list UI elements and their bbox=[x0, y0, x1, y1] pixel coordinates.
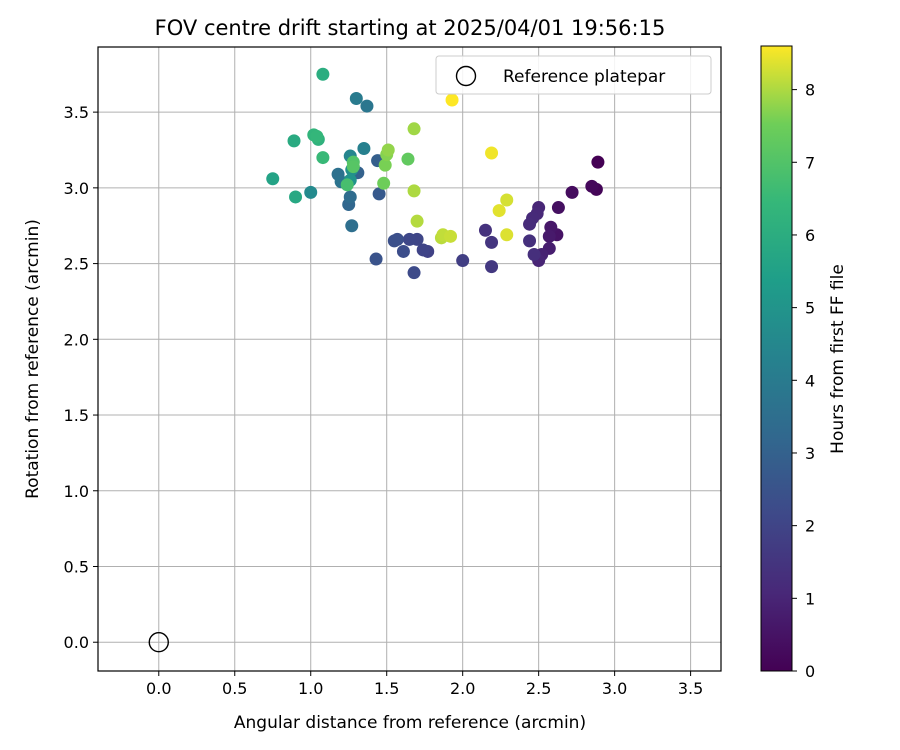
data-point bbox=[485, 235, 499, 249]
data-point bbox=[523, 234, 537, 248]
reference-point-marker bbox=[148, 632, 169, 653]
legend-box bbox=[435, 55, 712, 95]
grid bbox=[98, 47, 721, 671]
legend-reference-label: Reference platepar bbox=[503, 67, 665, 87]
data-point bbox=[343, 190, 357, 204]
y-tick-label: 1.5 bbox=[64, 406, 89, 425]
data-point bbox=[346, 160, 360, 174]
data-point bbox=[304, 185, 318, 199]
data-point bbox=[478, 223, 492, 237]
colorbar-gradient bbox=[760, 45, 793, 672]
data-point bbox=[287, 134, 301, 148]
data-point bbox=[349, 91, 363, 105]
colorbar-tick-label: 3 bbox=[805, 444, 815, 463]
data-point bbox=[357, 141, 371, 155]
x-tick-label: 0.0 bbox=[146, 679, 171, 698]
data-point bbox=[551, 201, 565, 215]
data-point bbox=[565, 185, 579, 199]
data-point bbox=[340, 178, 354, 192]
y-tick-label: 0.0 bbox=[64, 633, 89, 652]
data-point bbox=[396, 244, 410, 258]
data-point bbox=[445, 93, 459, 107]
data-point bbox=[316, 151, 330, 165]
data-point bbox=[485, 146, 499, 160]
chart-title: FOV centre drift starting at 2025/04/01 … bbox=[155, 16, 666, 40]
data-point bbox=[407, 266, 421, 280]
colorbar-tick-label: 5 bbox=[805, 299, 815, 318]
y-tick-label: 2.0 bbox=[64, 330, 89, 349]
data-point bbox=[485, 260, 499, 274]
x-tick-label: 2.0 bbox=[450, 679, 475, 698]
data-point bbox=[456, 254, 470, 268]
axis-ticks: 0.0 0.5 1.0 1.5 2.0 2.5 3.0 3.5 0.0 0.5 1.0 1.5 2.0 2… bbox=[64, 103, 704, 698]
data-point bbox=[387, 234, 401, 248]
legend: Reference platepar bbox=[435, 55, 712, 95]
colorbar-tick-label: 6 bbox=[805, 226, 815, 245]
y-tick-label: 3.5 bbox=[64, 103, 89, 122]
data-point bbox=[500, 193, 514, 207]
x-tick-label: 3.0 bbox=[602, 679, 627, 698]
data-point bbox=[372, 187, 386, 201]
colorbar-label: Hours from first FF file bbox=[828, 264, 848, 454]
colorbar-tick-label: 2 bbox=[805, 517, 815, 536]
x-tick-label: 1.5 bbox=[374, 679, 399, 698]
x-tick-label: 1.0 bbox=[298, 679, 323, 698]
data-point bbox=[369, 252, 383, 266]
data-point bbox=[585, 179, 599, 193]
y-tick-label: 0.5 bbox=[64, 557, 89, 576]
colorbar-tick-label: 1 bbox=[805, 589, 815, 608]
y-tick-label: 1.0 bbox=[64, 482, 89, 501]
data-point bbox=[289, 190, 303, 204]
data-point bbox=[266, 172, 280, 186]
data-point bbox=[407, 184, 421, 198]
colorbar-tick-label: 4 bbox=[805, 371, 815, 390]
data-point bbox=[500, 228, 514, 242]
y-axis-label: Rotation from reference (arcmin) bbox=[23, 219, 43, 499]
data-point bbox=[527, 247, 541, 261]
data-point bbox=[378, 158, 392, 172]
data-point bbox=[316, 67, 330, 81]
y-tick-label: 3.0 bbox=[64, 179, 89, 198]
data-points bbox=[148, 67, 605, 653]
x-tick-label: 2.5 bbox=[526, 679, 551, 698]
data-point bbox=[345, 219, 359, 233]
data-point bbox=[410, 214, 424, 228]
data-point bbox=[403, 232, 416, 246]
legend-reference-marker bbox=[455, 65, 477, 87]
data-point bbox=[377, 176, 391, 190]
x-axis-label: Angular distance from reference (arcmin) bbox=[234, 713, 586, 733]
colorbar-tick-label: 7 bbox=[805, 153, 815, 172]
colorbar-ticks: 0 1 2 3 4 5 6 7 8 bbox=[792, 81, 815, 681]
data-point bbox=[310, 129, 324, 143]
data-point bbox=[401, 152, 415, 166]
data-point bbox=[360, 99, 374, 113]
data-point bbox=[591, 155, 605, 169]
colorbar-tick-label: 0 bbox=[805, 662, 815, 681]
data-point bbox=[523, 217, 537, 231]
colorbar-tick-label: 8 bbox=[805, 81, 815, 100]
x-tick-label: 3.5 bbox=[678, 679, 703, 698]
data-point bbox=[416, 243, 430, 257]
colorbar: 0 1 2 3 4 5 6 7 8 Hours from first FF file bbox=[760, 45, 848, 681]
plot-frame bbox=[97, 46, 722, 672]
data-point bbox=[381, 143, 395, 157]
x-tick-label: 0.5 bbox=[222, 679, 247, 698]
data-point bbox=[407, 122, 421, 136]
data-point bbox=[444, 229, 458, 243]
data-point bbox=[492, 204, 506, 218]
y-tick-label: 2.5 bbox=[64, 255, 89, 274]
data-point bbox=[542, 229, 556, 243]
